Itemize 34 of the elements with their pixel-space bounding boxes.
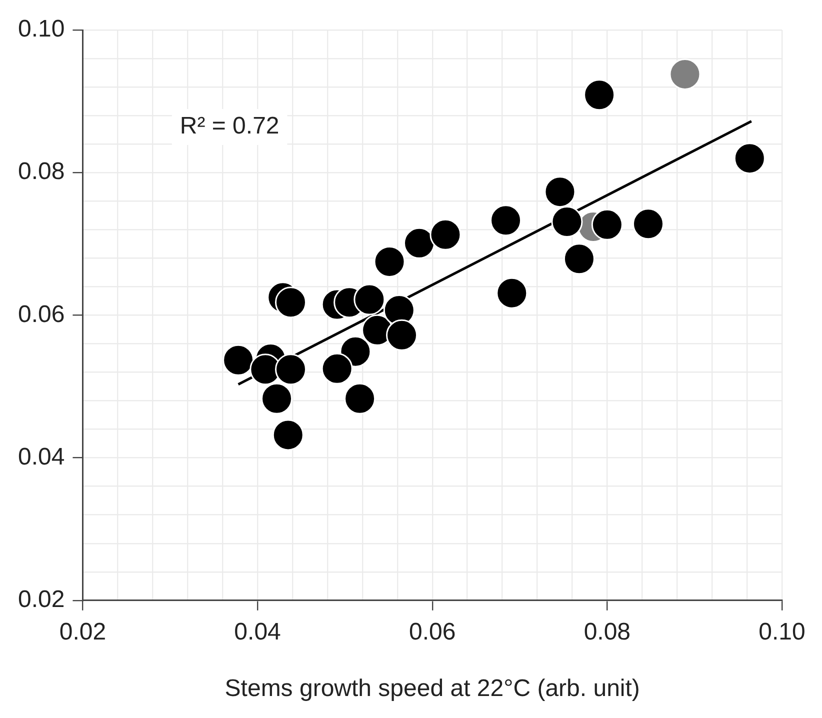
x-tick-label: 0.04 <box>234 618 281 646</box>
y-tick-label: 0.06 <box>18 300 65 328</box>
point <box>222 344 254 376</box>
x-axis-title: Stems growth speed at 22°C (arb. unit) <box>224 675 640 702</box>
point <box>632 208 664 240</box>
x-tick-label: 0.08 <box>584 618 631 646</box>
point <box>544 176 576 208</box>
y-tick-label: 0.02 <box>18 586 65 614</box>
point <box>734 142 766 174</box>
point <box>584 79 616 111</box>
point <box>354 284 386 316</box>
x-tick-label: 0.02 <box>59 618 106 646</box>
point <box>386 319 418 351</box>
y-tick-label: 0.10 <box>18 16 65 43</box>
point <box>490 204 522 236</box>
point <box>669 58 701 90</box>
y-tick-label: 0.04 <box>18 443 65 470</box>
point <box>563 243 595 275</box>
x-tick-label: 0.06 <box>408 618 456 646</box>
point <box>403 227 435 259</box>
point <box>591 208 623 240</box>
point <box>496 277 528 309</box>
point <box>374 246 406 278</box>
point <box>344 382 376 414</box>
point <box>321 352 353 384</box>
point <box>275 286 306 318</box>
x-tick-label: 0.10 <box>758 618 806 646</box>
point <box>430 218 462 250</box>
point <box>261 382 293 414</box>
y-tick-label: 0.08 <box>18 158 65 186</box>
point <box>275 354 306 386</box>
annotation: R² = 0.72 <box>180 112 280 140</box>
point <box>551 206 583 238</box>
point <box>272 419 304 451</box>
